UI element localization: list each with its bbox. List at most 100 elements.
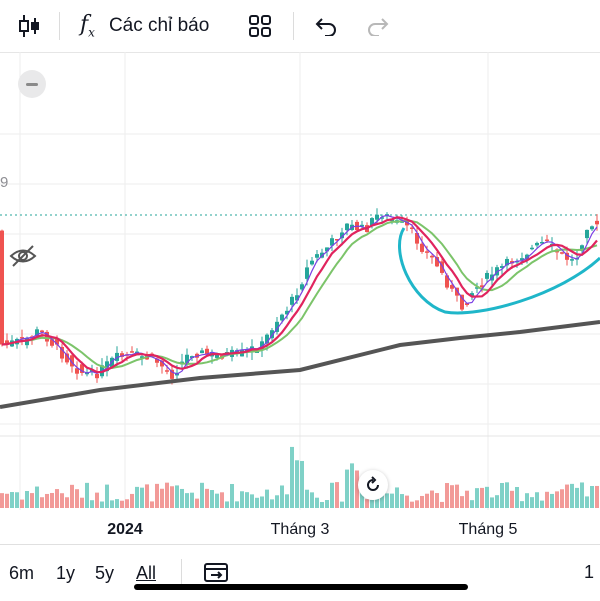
x-tick-label: Tháng 5 [459,521,518,538]
candle-body [275,321,279,332]
candle-body [585,229,589,239]
candle-body [420,243,424,252]
volume-bar [215,493,219,508]
volume-bar [465,490,469,508]
candle-body [75,368,79,374]
volume-bar [265,489,269,508]
volume-bar [210,490,214,508]
volume-bar [420,495,424,508]
volume-bar [160,488,164,508]
volume-bar [485,486,489,508]
ma-long-line [0,320,600,409]
volume-bar [445,483,449,508]
volume-bar [0,493,4,508]
volume-bar [220,492,224,508]
candle-body [110,357,114,369]
candle-body [155,358,159,363]
volume-bar [290,446,294,508]
candle-body [290,296,294,305]
volume-bar [360,491,364,508]
volume-bar [225,501,229,508]
volume-bar [135,486,139,508]
candle-body [170,369,174,379]
volume-bar [320,501,324,508]
volume-bar [580,482,584,508]
volume-bar [560,489,564,508]
candle-body [470,293,474,297]
chart-toolbar: fx Các chỉ báo [0,0,600,53]
candle-body [65,353,69,363]
volume-bar [15,492,19,508]
toolbar-separator [293,12,294,40]
candle-body [215,353,219,358]
candle-body [410,227,414,230]
volume-bar [505,482,509,508]
toolbar-separator [59,12,60,40]
candle-body [25,338,29,346]
volume-bar [450,485,454,508]
volume-bar [585,496,589,508]
candle-body [300,284,304,290]
date-range-icon[interactable] [203,561,229,588]
volume-bar [110,500,114,508]
volume-bar [345,469,349,508]
candle-body [140,356,144,358]
volume-bar [500,483,504,508]
grid-layout-icon[interactable] [245,0,275,52]
volume-bar [515,486,519,508]
reset-chart-button[interactable] [358,470,388,500]
volume-bar [570,483,574,508]
volume-bar [240,491,244,508]
volume-bar [80,497,84,508]
volume-bar [355,470,359,508]
candle-body [200,350,204,354]
price-scale-fragment: 9 [0,174,9,191]
volume-bar [230,483,234,508]
volume-bar [75,489,79,508]
range-1y-button[interactable]: 1y [56,563,76,583]
volume-bar [190,492,194,508]
range-bar: 6m 1y 5y All [0,544,600,601]
volume-bar [65,497,69,508]
candle-body [370,218,374,226]
range-all-button[interactable]: All [136,563,157,583]
indicators-button[interactable]: fx Các chỉ báo [80,0,220,52]
candle-body [105,361,109,372]
candle-body [50,339,54,346]
collapse-legend-button[interactable] [18,70,46,98]
range-bar-edge-label: 1 [584,562,595,582]
volume-bar [180,488,184,508]
candle-body [285,310,289,315]
hide-indicators-icon[interactable] [8,242,38,270]
ma-medium-line [1,219,598,370]
candle-body [265,334,269,344]
volume-bar [375,491,379,508]
candle-body [120,353,124,357]
candle-body [185,354,189,365]
candle-body [480,285,484,288]
candle-body [20,337,24,339]
candle-body [375,214,379,220]
candle-body [305,267,309,279]
volume-bar [85,482,89,508]
candle-body [0,230,4,345]
candle-body [330,238,334,246]
candle-body [475,287,479,289]
candle-body [245,348,249,352]
range-5y-button[interactable]: 5y [95,563,115,583]
volume-bar [35,486,39,508]
range-6m-button[interactable]: 6m [9,563,35,583]
volume-bar [170,486,174,508]
undo-icon[interactable] [312,0,340,52]
candlestick-icon[interactable] [14,0,44,52]
volume-bar [300,460,304,508]
volume-bar [440,501,444,508]
price-chart[interactable]: 2024 Tháng 3 Tháng 5 [0,52,600,544]
redo-icon[interactable] [364,0,392,52]
candle-body [580,245,584,251]
volume-bar [470,500,474,508]
volume-bar [145,484,149,508]
candle-body [465,303,469,305]
volume-bar [155,483,159,508]
volume-bar [95,492,99,508]
